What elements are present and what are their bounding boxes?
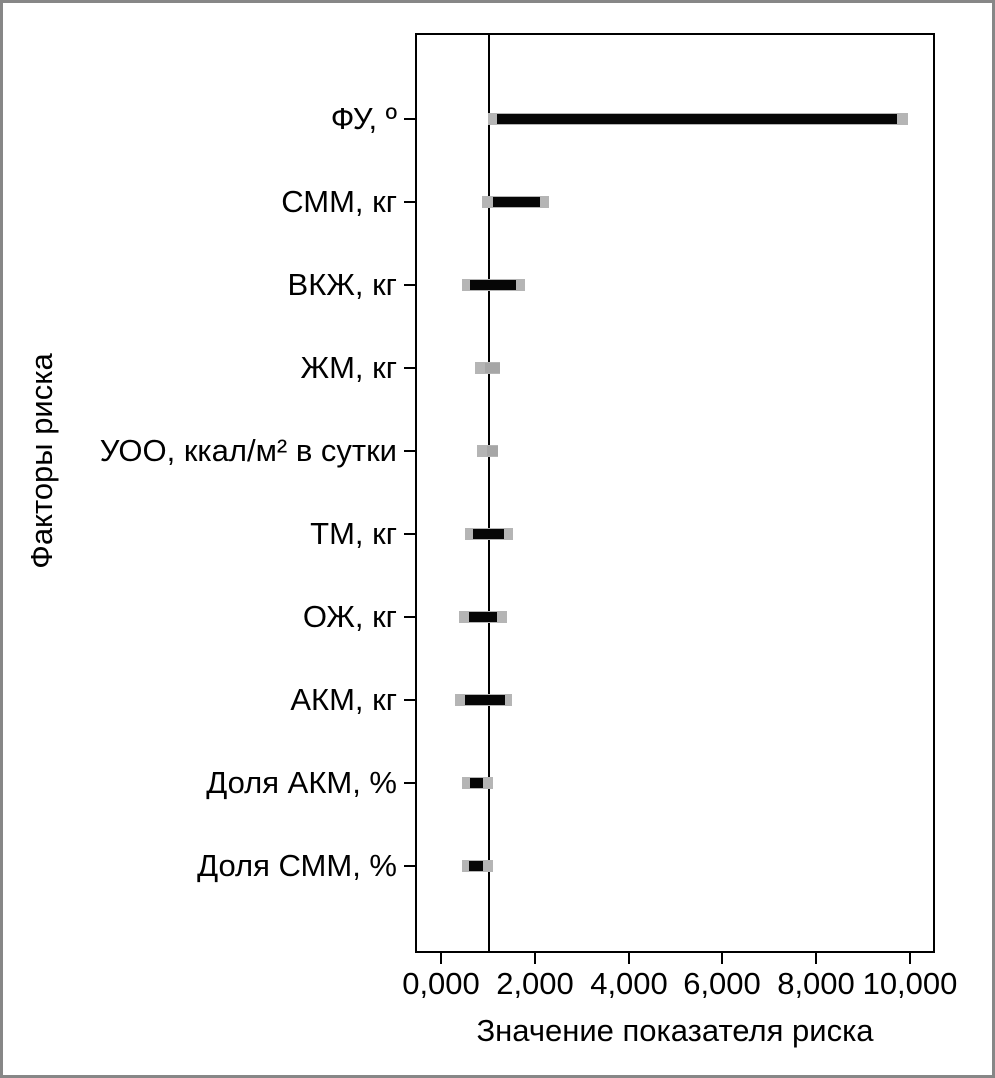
x-tick-label: 10,000 xyxy=(862,966,958,1001)
x-tick-label: 2,000 xyxy=(496,966,574,1001)
y-axis-tick xyxy=(404,367,415,369)
x-axis-tick xyxy=(534,953,536,964)
category-label: Доля АКМ, % xyxy=(206,765,397,800)
y-axis-tick xyxy=(404,118,415,120)
category-label: ФУ, º xyxy=(330,101,397,136)
x-tick-label: 6,000 xyxy=(683,966,761,1001)
main-bar xyxy=(473,529,504,539)
category-label: ВКЖ, кг xyxy=(287,267,397,302)
category-label: УОО, ккал/м² в сутки xyxy=(99,433,397,468)
plot-area xyxy=(415,33,935,953)
y-axis-tick xyxy=(404,865,415,867)
category-label: СММ, кг xyxy=(281,184,397,219)
main-bar xyxy=(470,778,483,788)
x-tick-label: 0,000 xyxy=(402,966,480,1001)
x-axis-tick xyxy=(628,953,630,964)
main-bar xyxy=(469,861,483,871)
x-axis-tick xyxy=(440,953,442,964)
category-label: АКМ, кг xyxy=(290,682,397,717)
main-bar xyxy=(465,695,505,705)
x-axis-tick xyxy=(909,953,911,964)
main-bar xyxy=(497,114,897,124)
y-axis-title: Факторы риска xyxy=(24,353,59,569)
reference-line xyxy=(488,35,490,951)
x-axis-tick xyxy=(815,953,817,964)
y-axis-tick xyxy=(404,201,415,203)
y-axis-tick xyxy=(404,533,415,535)
y-axis-tick xyxy=(404,616,415,618)
x-tick-label: 4,000 xyxy=(590,966,668,1001)
x-axis-tick xyxy=(721,953,723,964)
x-axis-title: Значение показателя риска xyxy=(476,1013,874,1048)
y-axis-tick xyxy=(404,782,415,784)
mid-bar xyxy=(487,446,498,456)
y-axis-tick xyxy=(404,284,415,286)
main-bar xyxy=(493,197,540,207)
category-label: Доля СММ, % xyxy=(197,848,397,883)
category-label: ТМ, кг xyxy=(310,516,397,551)
y-axis-tick xyxy=(404,699,415,701)
category-label: ЖМ, кг xyxy=(300,350,397,385)
main-bar xyxy=(470,280,516,290)
y-axis-tick xyxy=(404,450,415,452)
main-bar xyxy=(469,612,497,622)
x-tick-label: 8,000 xyxy=(777,966,855,1001)
mid-bar xyxy=(485,363,500,373)
category-label: ОЖ, кг xyxy=(302,599,397,634)
